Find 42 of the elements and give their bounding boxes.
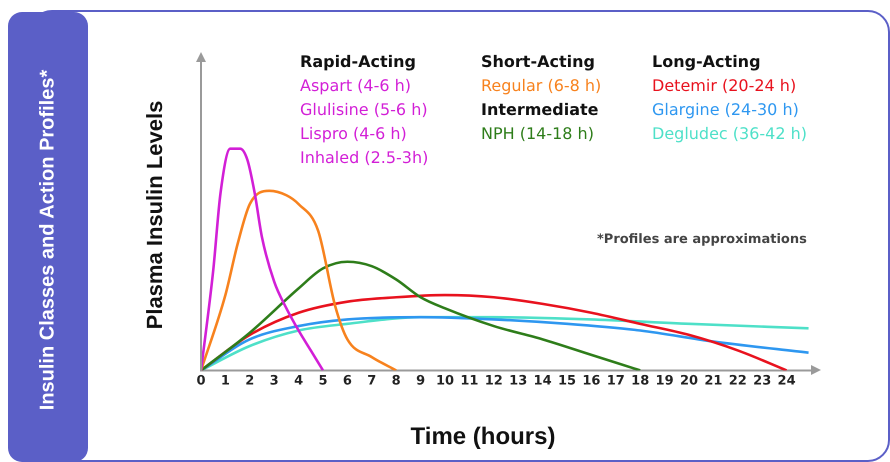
x-tick-label: 20 — [680, 374, 698, 389]
x-tick-label: 1 — [220, 374, 230, 389]
text: Long-Acting — [652, 52, 761, 71]
x-tick-label: 3 — [270, 374, 279, 389]
x-tick-label: 12 — [484, 374, 503, 389]
x-tick-label: 14 — [534, 374, 552, 389]
annotation: Inhaled (2.5-3h) — [300, 148, 428, 167]
x-tick-label: 10 — [436, 374, 454, 389]
x-tick-label: 9 — [416, 374, 426, 389]
text: Glargine (24-30 h) — [652, 100, 799, 119]
text: NPH (14-18 h) — [481, 124, 594, 143]
x-tick-label: 18 — [631, 374, 650, 389]
x-tick-label: 23 — [753, 374, 772, 389]
x-tick-label: 17 — [606, 374, 625, 389]
x-tick-label: 6 — [342, 374, 352, 389]
x-tick-label: 4 — [294, 374, 304, 389]
x-tick-label: 16 — [582, 374, 600, 389]
x-tick-label: 8 — [392, 374, 401, 389]
x-tick-label: 22 — [728, 374, 747, 389]
text: Glulisine (5-6 h) — [300, 100, 428, 119]
x-tick-label: 11 — [460, 374, 478, 389]
x-tick-label: 13 — [509, 374, 528, 389]
text: Degludec (36-42 h) — [652, 124, 807, 143]
x-tick-label: 2 — [245, 374, 254, 389]
text: Regular (6-8 h) — [481, 76, 602, 95]
y-axis-title: Plasma Insulin Levels — [142, 100, 168, 330]
text: Short-Acting — [481, 52, 595, 71]
x-tick-label: 0 — [196, 374, 206, 389]
annotation: *Profiles are approximations — [597, 232, 807, 247]
text: Detemir (20-24 h) — [652, 76, 796, 95]
x-tick-label: 24 — [778, 374, 796, 389]
x-tick-label: 5 — [318, 374, 328, 389]
x-tick-label: 15 — [558, 374, 576, 389]
x-tick-label: 19 — [656, 374, 674, 389]
text: Insulin Classes and Action Profiles* — [36, 70, 60, 410]
text: Aspart (4-6 h) — [300, 76, 412, 95]
x-axis-title: Time (hours) — [410, 423, 556, 451]
x-tick-label: 21 — [704, 374, 722, 389]
text: Lispro (4-6 h) — [300, 124, 407, 143]
x-tick-label: 7 — [367, 374, 376, 389]
text: Intermediate — [481, 100, 598, 119]
text: Rapid-Acting — [300, 52, 416, 71]
